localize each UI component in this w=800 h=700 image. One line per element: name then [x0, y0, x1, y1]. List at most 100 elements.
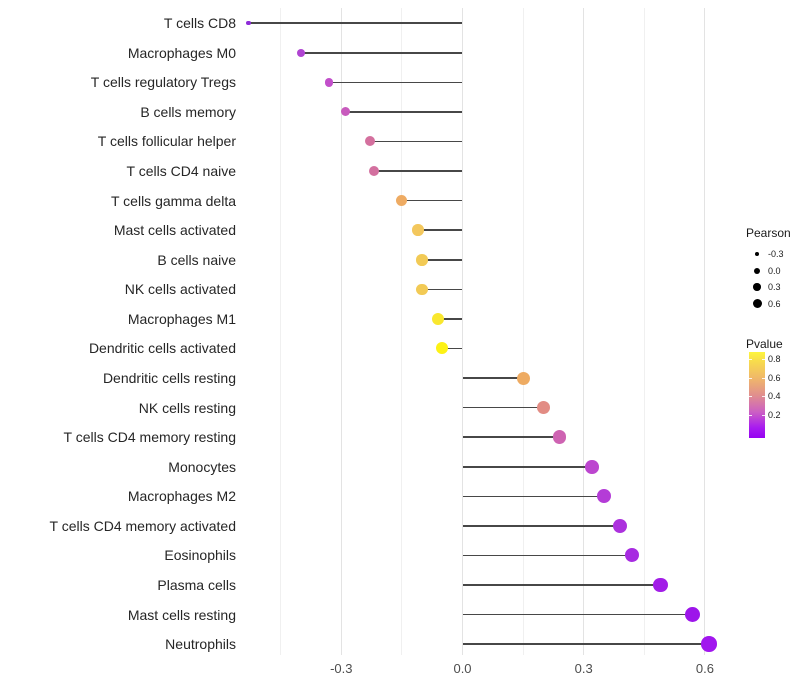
- size-legend-dot: [754, 267, 760, 274]
- y-axis-label: T cells gamma delta: [110, 192, 236, 209]
- lollipop-dot: [596, 489, 611, 504]
- lollipop-dot: [613, 518, 628, 533]
- size-legend-label: -0.3: [768, 249, 784, 259]
- lollipop-stem: [462, 436, 560, 438]
- lollipop-dot: [340, 107, 350, 117]
- y-axis-label: NK cells resting: [138, 399, 236, 416]
- lollipop-stem: [462, 584, 661, 586]
- y-axis-label: Plasma cells: [157, 577, 236, 594]
- size-legend-label: 0.0: [768, 265, 781, 276]
- x-axis-tick-label: -0.3: [330, 661, 353, 676]
- lollipop-stem: [438, 318, 463, 320]
- y-axis-label: NK cells activated: [124, 281, 236, 298]
- lollipop-stem: [462, 643, 709, 645]
- color-legend-tick-label: 0.6: [768, 372, 781, 383]
- color-legend-tick: [762, 396, 765, 397]
- size-legend-title: Pearson: [746, 226, 791, 240]
- gridline-minor: [643, 8, 645, 655]
- lollipop-stem: [401, 199, 463, 202]
- lollipop-stem: [462, 465, 592, 468]
- x-axis-tick-label: 0.6: [695, 661, 714, 676]
- y-axis-label: T cells follicular helper: [97, 133, 236, 150]
- lollipop-dot: [416, 283, 428, 296]
- lollipop-dot: [364, 136, 375, 147]
- size-legend-label: 0.3: [768, 282, 781, 292]
- lollipop-stem: [422, 258, 463, 261]
- y-axis-label: Dendritic cells activated: [88, 340, 236, 357]
- y-axis-label: Mast cells activated: [113, 222, 236, 239]
- lollipop-dot: [324, 78, 334, 87]
- gridline-minor: [401, 8, 403, 655]
- color-legend-title: Pvalue: [746, 337, 783, 351]
- lollipop-stem: [442, 347, 463, 350]
- y-axis-label: T cells CD4 naive: [126, 163, 236, 180]
- y-axis-label: T cells CD4 memory activated: [49, 517, 236, 534]
- lollipop-stem: [422, 288, 463, 291]
- y-axis-label: Monocytes: [168, 458, 236, 475]
- lollipop-dot: [436, 342, 449, 355]
- lollipop-dot: [585, 460, 599, 474]
- size-legend-dot: [752, 299, 762, 308]
- lollipop-stem: [462, 554, 633, 557]
- gridline-major: [340, 8, 342, 655]
- lollipop-stem: [462, 495, 604, 498]
- lollipop-stem: [248, 22, 463, 24]
- color-legend-tick: [749, 414, 752, 416]
- lollipop-dot: [653, 577, 668, 593]
- lollipop-dot: [552, 430, 567, 444]
- y-axis-label: T cells regulatory Tregs: [90, 74, 236, 91]
- lollipop-dot: [685, 607, 701, 623]
- y-axis-label: Macrophages M1: [127, 310, 236, 327]
- y-axis-label: Macrophages M2: [127, 488, 236, 505]
- lollipop-dot: [368, 166, 379, 177]
- color-legend-tick: [762, 377, 765, 379]
- lollipop-dot: [412, 224, 424, 236]
- lollipop-dot: [246, 20, 251, 26]
- y-axis-label: Macrophages M0: [127, 44, 236, 61]
- size-legend-dot: [754, 251, 760, 257]
- lollipop-stem: [462, 613, 693, 616]
- lollipop-stem: [462, 525, 621, 527]
- color-legend-tick-label: 0.4: [768, 391, 781, 401]
- size-legend-label: 0.6: [768, 298, 781, 309]
- gridline-major: [704, 8, 706, 655]
- color-legend-tick-label: 0.2: [768, 409, 781, 420]
- lollipop-dot: [701, 636, 717, 652]
- lollipop-stem: [369, 140, 463, 143]
- lollipop-dot: [296, 48, 305, 57]
- lollipop-stem: [300, 51, 463, 54]
- lollipop-stem: [329, 81, 463, 84]
- pvalue-gradient-bar: [749, 352, 765, 438]
- y-axis-label: B cells memory: [140, 103, 236, 120]
- color-legend-tick: [749, 377, 752, 379]
- color-legend-tick: [749, 358, 752, 360]
- x-axis-tick-label: 0.0: [453, 661, 472, 676]
- lollipop-stem: [462, 377, 524, 379]
- lollipop-dot: [396, 195, 408, 207]
- y-axis-label: Neutrophils: [165, 636, 236, 653]
- lollipop-stem: [345, 111, 463, 113]
- lollipop-dot: [432, 312, 445, 325]
- y-axis-label: Eosinophils: [164, 547, 236, 564]
- gridline-major: [583, 8, 585, 655]
- color-legend-tick-label: 0.8: [768, 353, 781, 364]
- lollipop-stem: [418, 229, 463, 231]
- x-axis-tick-label: 0.3: [574, 661, 593, 676]
- gridline-minor: [280, 8, 282, 655]
- y-axis-label: Mast cells resting: [127, 606, 236, 623]
- color-legend-tick: [762, 414, 765, 416]
- lollipop-dot: [536, 401, 550, 415]
- y-axis-label: T cells CD4 memory resting: [63, 429, 236, 446]
- lollipop-stem: [373, 170, 463, 172]
- lollipop-dot: [516, 371, 530, 385]
- color-legend-tick: [749, 396, 752, 397]
- y-axis-label: T cells CD8: [163, 15, 236, 32]
- color-legend-tick: [762, 358, 765, 360]
- gridline-major: [462, 8, 463, 655]
- size-legend-dot: [753, 283, 761, 291]
- y-axis-label: B cells naive: [157, 251, 236, 268]
- gridline-minor: [522, 8, 524, 655]
- lollipop-dot: [625, 548, 640, 563]
- y-axis-label: Dendritic cells resting: [102, 370, 236, 387]
